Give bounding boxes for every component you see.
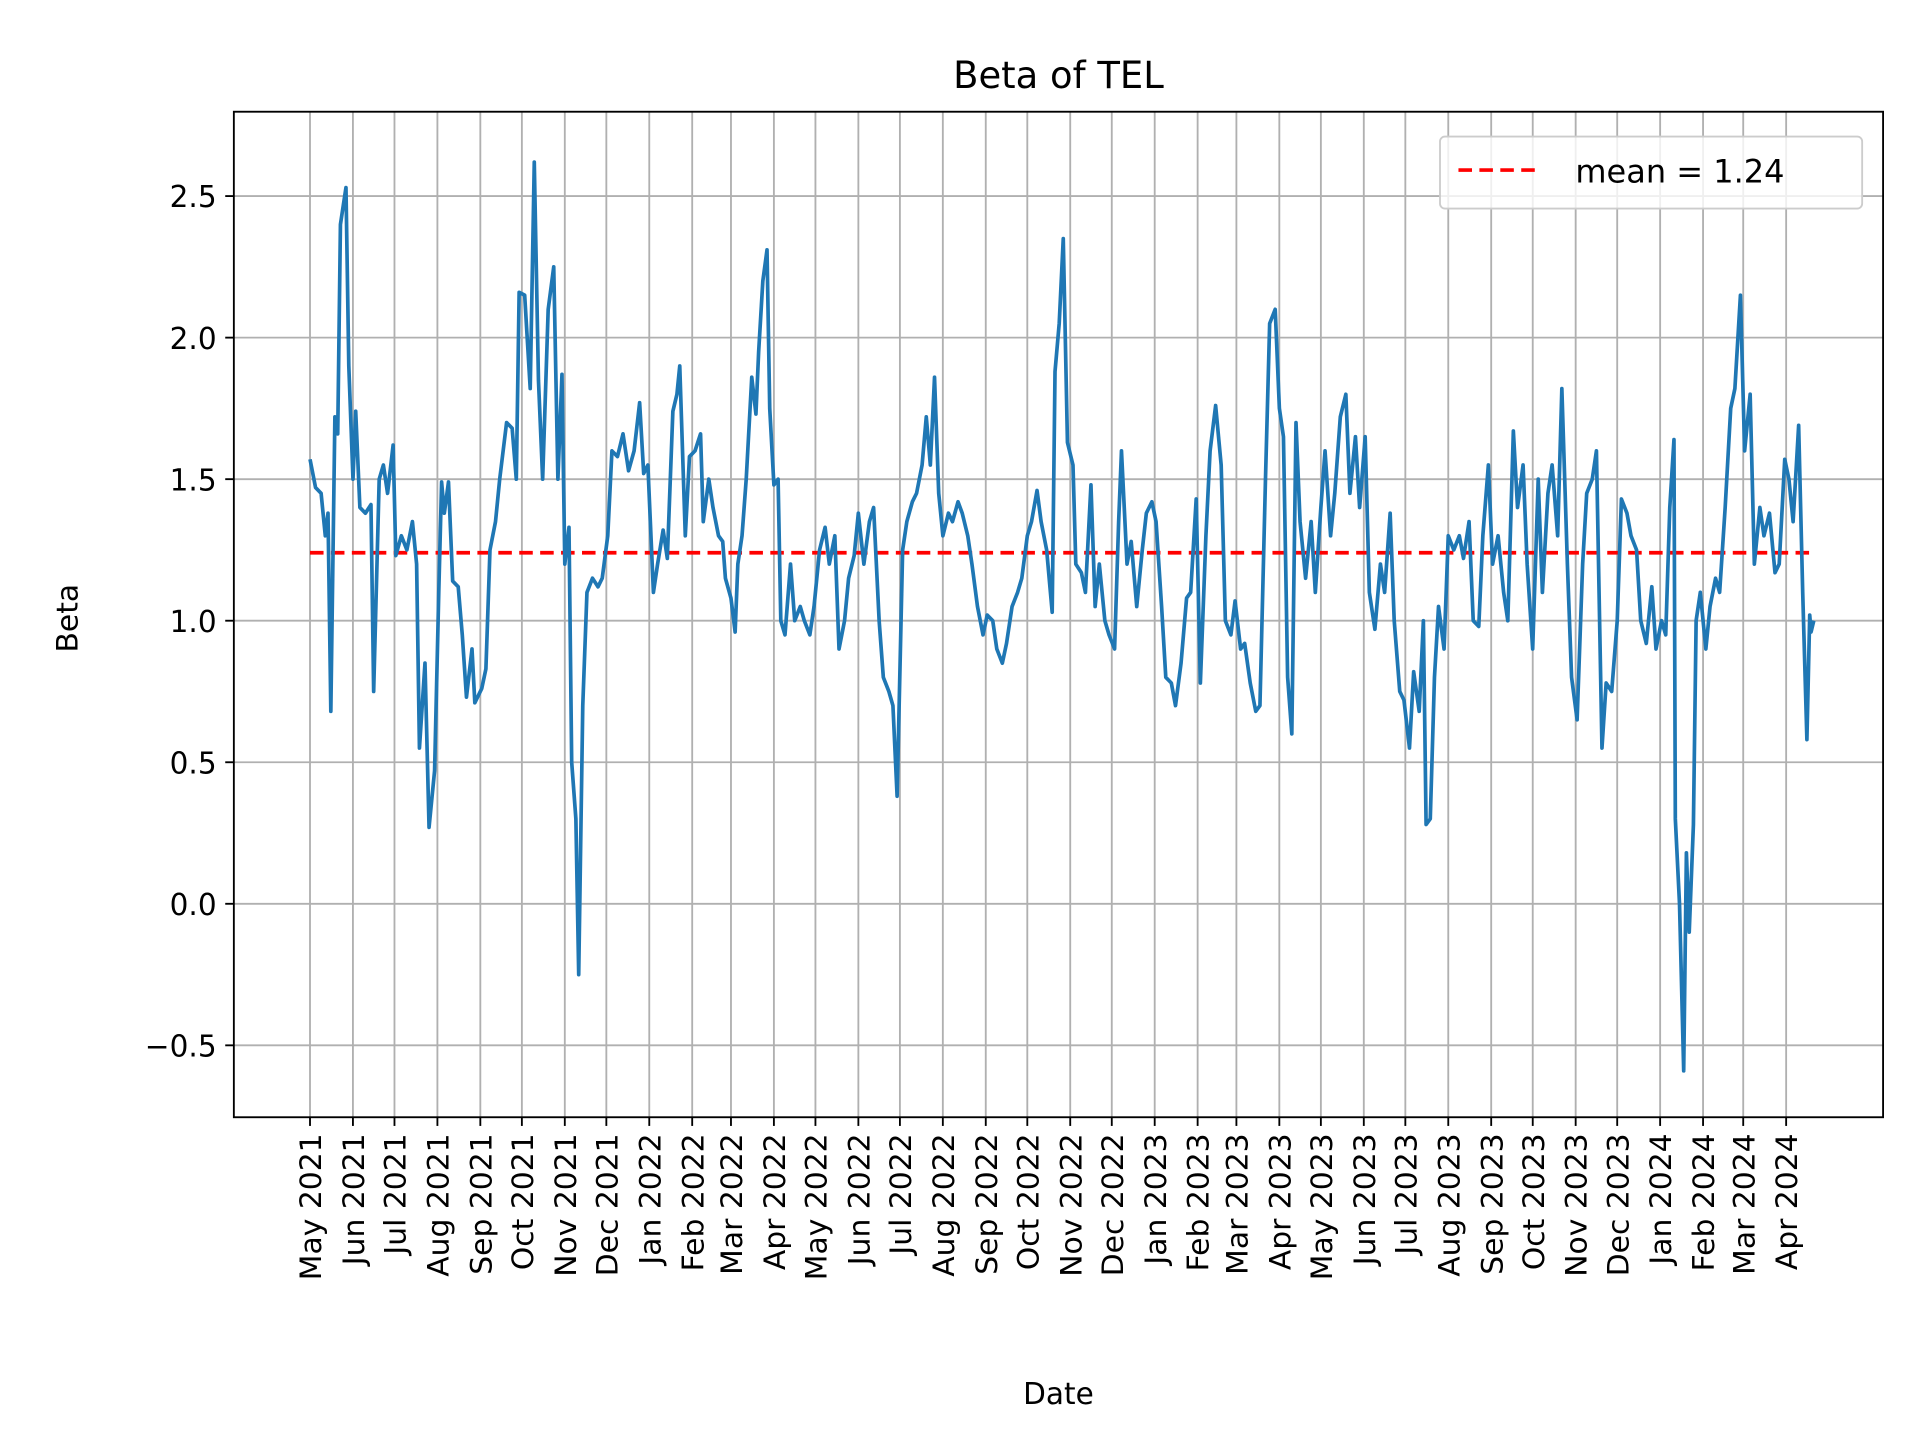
x-tick-label: May 2022	[799, 1133, 834, 1280]
x-tick-label: Jan 2022	[632, 1133, 667, 1266]
x-axis: May 2021 Jun 2021 Jul 2021 Aug 2021 Sep 2021…	[293, 1117, 1804, 1280]
x-tick-label: May 2023	[1304, 1133, 1339, 1280]
x-tick-label: Aug 2022	[926, 1133, 961, 1276]
x-tick-label: Jan 2023	[1138, 1133, 1173, 1266]
x-tick-label: Aug 2021	[421, 1133, 456, 1276]
y-tick-label: −0.5	[145, 1028, 217, 1063]
x-tick-label: May 2021	[293, 1133, 328, 1280]
legend-mean-label: mean = 1.24	[1575, 152, 1784, 190]
x-tick-label: Jul 2021	[378, 1133, 413, 1256]
x-tick-label: Apr 2022	[757, 1133, 792, 1270]
x-tick-label: Apr 2023	[1263, 1133, 1298, 1270]
plot-frame	[232, 110, 1884, 1119]
x-tick-label: Jun 2023	[1347, 1133, 1382, 1267]
y-tick-label: 0.0	[170, 887, 217, 922]
y-axis: −0.5 0.0 0.5 1.0 1.5 2.0 2.5	[145, 179, 234, 1064]
x-tick-label: Dec 2022	[1095, 1133, 1130, 1276]
y-tick-label: 0.5	[170, 745, 217, 780]
y-tick-label: 2.5	[170, 179, 217, 214]
y-axis-label: Beta	[50, 584, 85, 653]
x-tick-label: Sep 2023	[1474, 1133, 1509, 1274]
x-tick-label: Jul 2023	[1389, 1133, 1424, 1256]
x-tick-label: Jan 2024	[1643, 1133, 1678, 1266]
x-tick-label: Mar 2022	[714, 1133, 749, 1274]
x-tick-label: Oct 2022	[1011, 1133, 1046, 1270]
x-tick-label: Oct 2021	[505, 1133, 540, 1270]
x-tick-label: Mar 2024	[1726, 1133, 1761, 1274]
x-tick-label: Nov 2022	[1053, 1133, 1088, 1276]
x-tick-label: Dec 2023	[1600, 1133, 1635, 1276]
x-tick-label: Nov 2021	[548, 1133, 583, 1276]
x-tick-label: Feb 2023	[1181, 1133, 1216, 1271]
x-tick-label: Feb 2022	[675, 1133, 710, 1271]
x-tick-label: Aug 2023	[1431, 1133, 1466, 1276]
x-tick-label: Feb 2024	[1686, 1133, 1721, 1271]
x-axis-label: Date	[1023, 1376, 1094, 1411]
x-tick-label: Jun 2021	[336, 1133, 371, 1267]
y-tick-label: 2.0	[170, 321, 217, 356]
legend-box	[1439, 135, 1864, 210]
legend: mean = 1.24	[1439, 135, 1864, 210]
chart-title: Beta of TEL	[953, 54, 1164, 97]
x-tick-label: Dec 2021	[590, 1133, 625, 1276]
x-tick-label: Apr 2024	[1769, 1133, 1804, 1270]
x-tick-label: Jul 2022	[883, 1133, 918, 1256]
x-tick-label: Sep 2022	[969, 1133, 1004, 1274]
x-tick-label: Nov 2023	[1559, 1133, 1594, 1276]
grid	[233, 111, 1884, 1118]
x-tick-label: Jun 2022	[842, 1133, 877, 1267]
beta-series-line	[308, 160, 1816, 1073]
y-tick-label: 1.0	[170, 604, 217, 639]
x-tick-label: Sep 2021	[464, 1133, 499, 1274]
x-tick-label: Oct 2023	[1516, 1133, 1551, 1270]
x-tick-label: Mar 2023	[1220, 1133, 1255, 1274]
y-tick-label: 1.5	[170, 462, 217, 497]
